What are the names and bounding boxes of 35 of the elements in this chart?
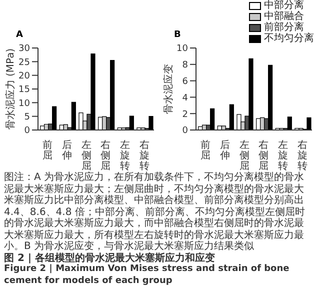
y-tick-label: 10 xyxy=(18,98,30,109)
caption: 图 2 | 各组模型的骨水泥最大米塞斯应力和应变 xyxy=(4,252,216,264)
x-tick-label: 右侧屈 xyxy=(100,140,111,172)
x-tick-label: 右旋转 xyxy=(139,140,150,172)
x-tick-label: 前屈 xyxy=(42,139,53,162)
y-tick-label: 10 xyxy=(176,44,188,54)
legend-label: 不均匀分离 xyxy=(264,33,314,44)
y-tick-label: 6 xyxy=(182,76,188,87)
y-tick-label: 0 xyxy=(182,126,188,136)
legend-label: 前部分离 xyxy=(264,22,304,33)
chart-title: B xyxy=(174,30,181,40)
x-tick-label: 左侧屈 xyxy=(81,139,92,172)
caption: Figure 2 | Maximum Von Mises stress and strain of bone cement for models of each group xyxy=(4,264,290,287)
text: 图注：A 为骨水泥应力，在所有加载条件下，不均匀分离模型的骨水泥最大米塞斯应力最大；左侧屈曲时，不均匀分离模型的骨水泥最大米塞斯应力比中部分离模型、中部融合模型、前部分离模型分别高出 4.4、8.6、4.8 倍；中部分离、前部分离、不均匀分离模型左侧屈时的骨水泥最大米塞斯应力最大，而中部融合模型右侧屈时的骨水泥最大米塞斯应力最大，所有模型左右旋转时的骨水泥最大米塞斯应力最小。B 为骨水泥应变，与骨水泥最大米塞斯应力结果类似 xyxy=(4,172,306,252)
y-tick-label: 5 xyxy=(24,112,30,123)
y-tick-label: 25 xyxy=(18,58,30,68)
x-tick-label: 右旋转 xyxy=(297,140,308,172)
y-axis-title: 骨水泥应变 xyxy=(162,64,175,114)
chart-title: A xyxy=(16,30,23,40)
x-tick-label: 左侧屈 xyxy=(239,139,250,172)
y-tick-label: 30 xyxy=(18,44,30,54)
legend-label: 中部融合 xyxy=(264,11,304,22)
x-tick-label: 后伸 xyxy=(62,139,72,162)
x-tick-label: 前屈 xyxy=(200,139,211,162)
y-tick-label: 0 xyxy=(24,126,30,136)
y-tick-label: 8 xyxy=(182,60,188,71)
y-tick-label: 15 xyxy=(18,85,30,96)
x-tick-label: 左旋转 xyxy=(278,139,288,172)
x-tick-label: 后伸 xyxy=(220,139,230,162)
y-axis-title: 骨水泥应力 (MPa) xyxy=(4,48,17,130)
y-tick-label: 4 xyxy=(182,93,188,104)
y-tick-label: 20 xyxy=(18,72,30,82)
x-tick-label: 左旋转 xyxy=(120,139,130,172)
x-tick-label: 右侧屈 xyxy=(258,140,269,172)
y-tick-label: 2 xyxy=(182,110,188,120)
